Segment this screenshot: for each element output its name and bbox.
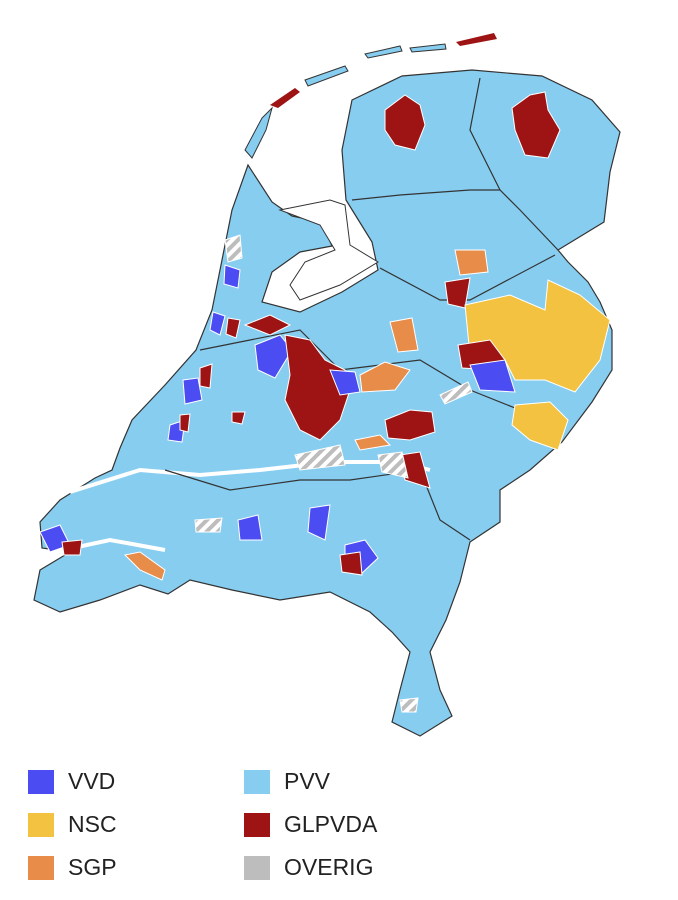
legend-label: PVV [284, 768, 331, 794]
legend-swatch [244, 769, 270, 794]
legend-item: PVV [244, 768, 330, 795]
legend-item: OVERIG [244, 854, 373, 881]
map [33, 33, 621, 737]
island [304, 65, 349, 87]
legend-swatch [244, 855, 270, 880]
legend-item: SGP [28, 854, 117, 881]
legend-item: GLPVDA [244, 811, 377, 838]
island [244, 106, 273, 159]
legend-item: NSC [28, 811, 117, 838]
legend-swatch [28, 812, 54, 837]
legend-swatch [244, 812, 270, 837]
island [409, 43, 447, 53]
island [364, 45, 403, 59]
legend-label: VVD [68, 768, 116, 794]
legend-label: OVERIG [284, 854, 374, 880]
legend-swatch [28, 769, 54, 794]
legend-label: NSC [68, 811, 117, 837]
legend-item: VVD [28, 768, 115, 795]
legend-swatch [28, 855, 54, 880]
island [270, 88, 300, 108]
legend-label: GLPVDA [284, 811, 378, 837]
regions [39, 91, 611, 713]
legend-label: SGP [68, 854, 117, 880]
island [456, 33, 497, 46]
lake [278, 199, 379, 301]
